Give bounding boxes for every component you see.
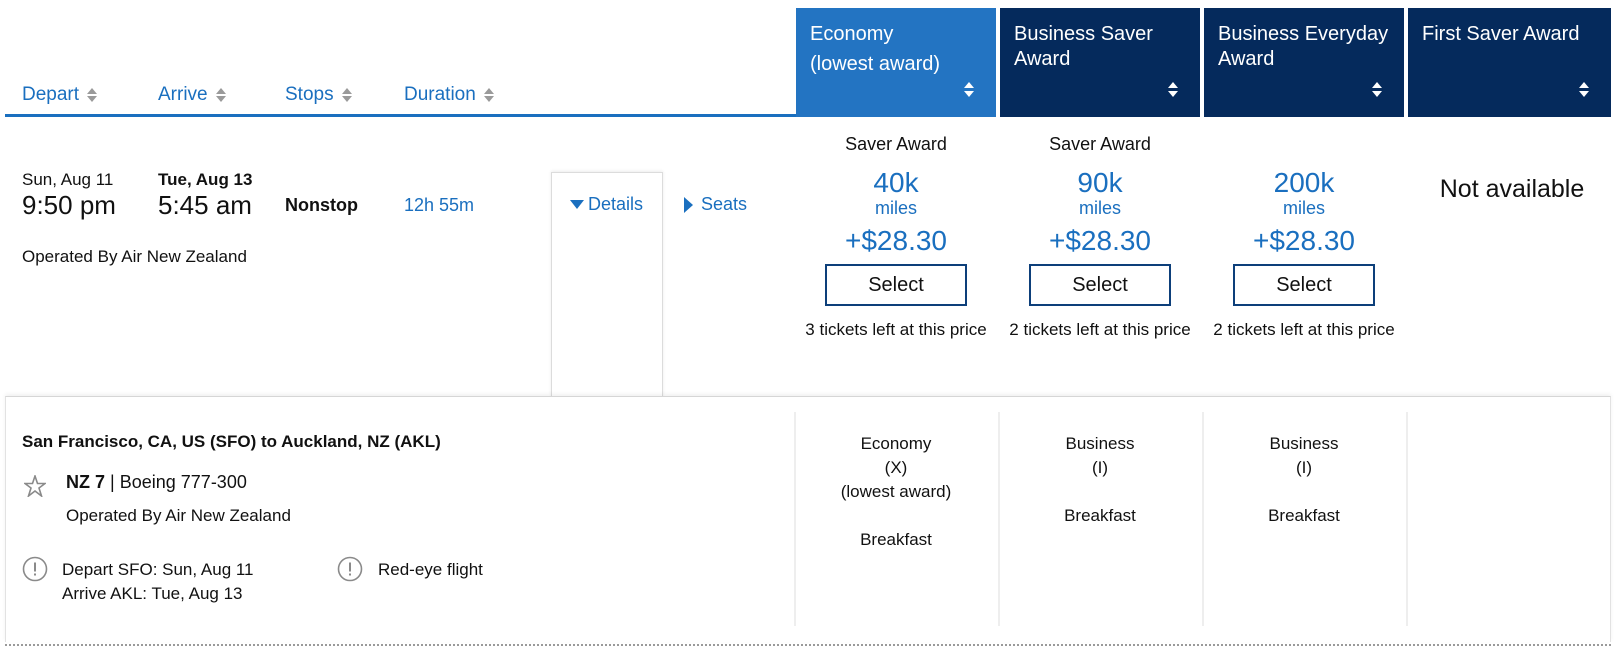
tickets-left: 2 tickets left at this price	[1009, 320, 1191, 339]
route-title: San Francisco, CA, US (SFO) to Auckland,…	[22, 432, 441, 451]
operated-by-detail: Operated By Air New Zealand	[66, 506, 291, 525]
cabin-info-business-everyday: Business (I) Breakfast	[1202, 432, 1406, 528]
flight-number: NZ 7	[66, 472, 106, 492]
taxes-fee: +$28.30	[845, 225, 947, 256]
sort-depart-label: Depart	[22, 84, 80, 105]
tickets-left: 3 tickets left at this price	[805, 320, 987, 339]
fare-header-economy[interactable]: Economy (lowest award)	[796, 8, 996, 117]
star-alliance-logo	[24, 475, 46, 497]
meal: Breakfast	[1268, 506, 1340, 525]
fare-header-business-everyday[interactable]: Business Everyday Award	[1204, 8, 1404, 117]
aircraft-type: Boeing 777-300	[119, 472, 247, 492]
sort-arrows-icon	[483, 88, 494, 102]
miles-unit: miles	[1282, 198, 1325, 218]
caret-down-icon	[570, 200, 584, 209]
taxes-fee: +$28.30	[1049, 225, 1151, 256]
sort-depart[interactable]: Depart	[22, 84, 98, 106]
flight-separator: |	[110, 472, 115, 492]
details-label: Details	[588, 194, 644, 214]
cabin-info-economy: Economy (X) (lowest award) Breakfast	[794, 432, 998, 552]
fare-header-line1: Business Saver	[1014, 23, 1153, 45]
fare-header-line1: Business Everyday	[1218, 23, 1389, 45]
panel-bottom-border	[5, 644, 1611, 646]
alert-depart-text: Depart SFO: Sun, Aug 11	[62, 560, 254, 579]
meal: Breakfast	[1064, 506, 1136, 525]
seats-label: Seats	[701, 194, 748, 214]
depart-date: Sun, Aug 11	[22, 170, 114, 189]
cabin-name: Economy	[860, 434, 932, 453]
sort-arrows-icon	[87, 88, 98, 102]
cabin-name: Business	[1065, 434, 1135, 453]
sort-arrive-label: Arrive	[158, 84, 208, 105]
cabin-name: Business	[1269, 434, 1339, 453]
taxes-fee: +$28.30	[1253, 225, 1355, 256]
alert-circle-icon	[337, 556, 363, 582]
miles-unit: miles	[1078, 198, 1121, 218]
meal: Breakfast	[860, 530, 932, 549]
fare-header-line2: Award	[1218, 48, 1275, 70]
sort-arrows-icon	[341, 88, 352, 102]
sort-arrows-icon	[964, 82, 974, 97]
fare-class: (X)	[884, 458, 908, 477]
fare-class: (I)	[1091, 458, 1109, 477]
details-tab	[551, 172, 663, 398]
sort-arrows-icon	[215, 88, 226, 102]
alert-arrive-text: Arrive AKL: Tue, Aug 13	[62, 584, 243, 603]
miles-amount: 40k	[873, 167, 919, 198]
select-economy-button[interactable]: Select	[825, 264, 967, 306]
fare-header-first-saver[interactable]: First Saver Award	[1408, 8, 1611, 117]
award-type	[1202, 130, 1406, 158]
miles-unit: miles	[874, 198, 917, 218]
sort-arrows-icon	[1168, 82, 1178, 97]
redeye-alert-text: Red-eye flight	[378, 560, 483, 579]
cabin-note: (lowest award)	[840, 482, 952, 501]
fare-header-line2: Award	[1014, 48, 1071, 70]
depart-time: 9:50 pm	[22, 190, 116, 220]
price-cell-business-everyday: 200k miles +$28.30 Select 2 tickets left…	[1202, 130, 1406, 340]
flight-number-aircraft: NZ 7 | Boeing 777-300	[66, 472, 247, 493]
column-divider	[794, 412, 796, 626]
arrive-date: Tue, Aug 13	[158, 170, 253, 189]
fare-header-line1: First Saver Award	[1422, 23, 1580, 45]
select-business-everyday-button[interactable]: Select	[1233, 264, 1375, 306]
column-divider	[1202, 412, 1204, 626]
duration-value: 12h 55m	[404, 195, 475, 215]
column-divider	[1406, 412, 1408, 626]
caret-right-icon	[684, 196, 693, 213]
seats-link[interactable]: Seats	[684, 194, 747, 215]
price-cell-economy: Saver Award 40k miles +$28.30 Select 3 t…	[794, 130, 998, 340]
fare-header-line2: (lowest award)	[810, 53, 941, 75]
cabin-info-business-saver: Business (I) Breakfast	[998, 432, 1202, 528]
award-type: Saver Award	[845, 134, 947, 154]
award-type: Saver Award	[1049, 134, 1151, 154]
sort-duration[interactable]: Duration	[404, 84, 494, 106]
header-divider	[5, 114, 800, 117]
tickets-left: 2 tickets left at this price	[1213, 320, 1395, 339]
stops-value: Nonstop	[285, 195, 358, 215]
sort-arrows-icon	[1372, 82, 1382, 97]
column-divider	[998, 412, 1000, 626]
first-not-available: Not available	[1439, 175, 1585, 203]
sort-arrows-icon	[1579, 82, 1589, 97]
fare-class: (I)	[1295, 458, 1313, 477]
select-business-saver-button[interactable]: Select	[1029, 264, 1171, 306]
operated-by: Operated By Air New Zealand	[22, 247, 247, 266]
flight-details-panel	[5, 396, 1611, 642]
miles-amount: 90k	[1077, 167, 1123, 198]
arrive-time: 5:45 am	[158, 190, 252, 220]
date-change-alert: Depart SFO: Sun, Aug 11 Arrive AKL: Tue,…	[62, 558, 254, 606]
sort-stops-label: Stops	[285, 84, 334, 105]
sort-stops[interactable]: Stops	[285, 84, 352, 106]
price-cell-business-saver: Saver Award 90k miles +$28.30 Select 2 t…	[998, 130, 1202, 340]
sort-duration-label: Duration	[404, 84, 476, 105]
miles-amount: 200k	[1273, 167, 1335, 198]
alert-circle-icon	[22, 556, 48, 582]
fare-header-line1: Economy	[810, 23, 894, 45]
details-toggle[interactable]: Details	[570, 194, 643, 215]
sort-arrive[interactable]: Arrive	[158, 84, 226, 106]
fare-header-business-saver[interactable]: Business Saver Award	[1000, 8, 1200, 117]
